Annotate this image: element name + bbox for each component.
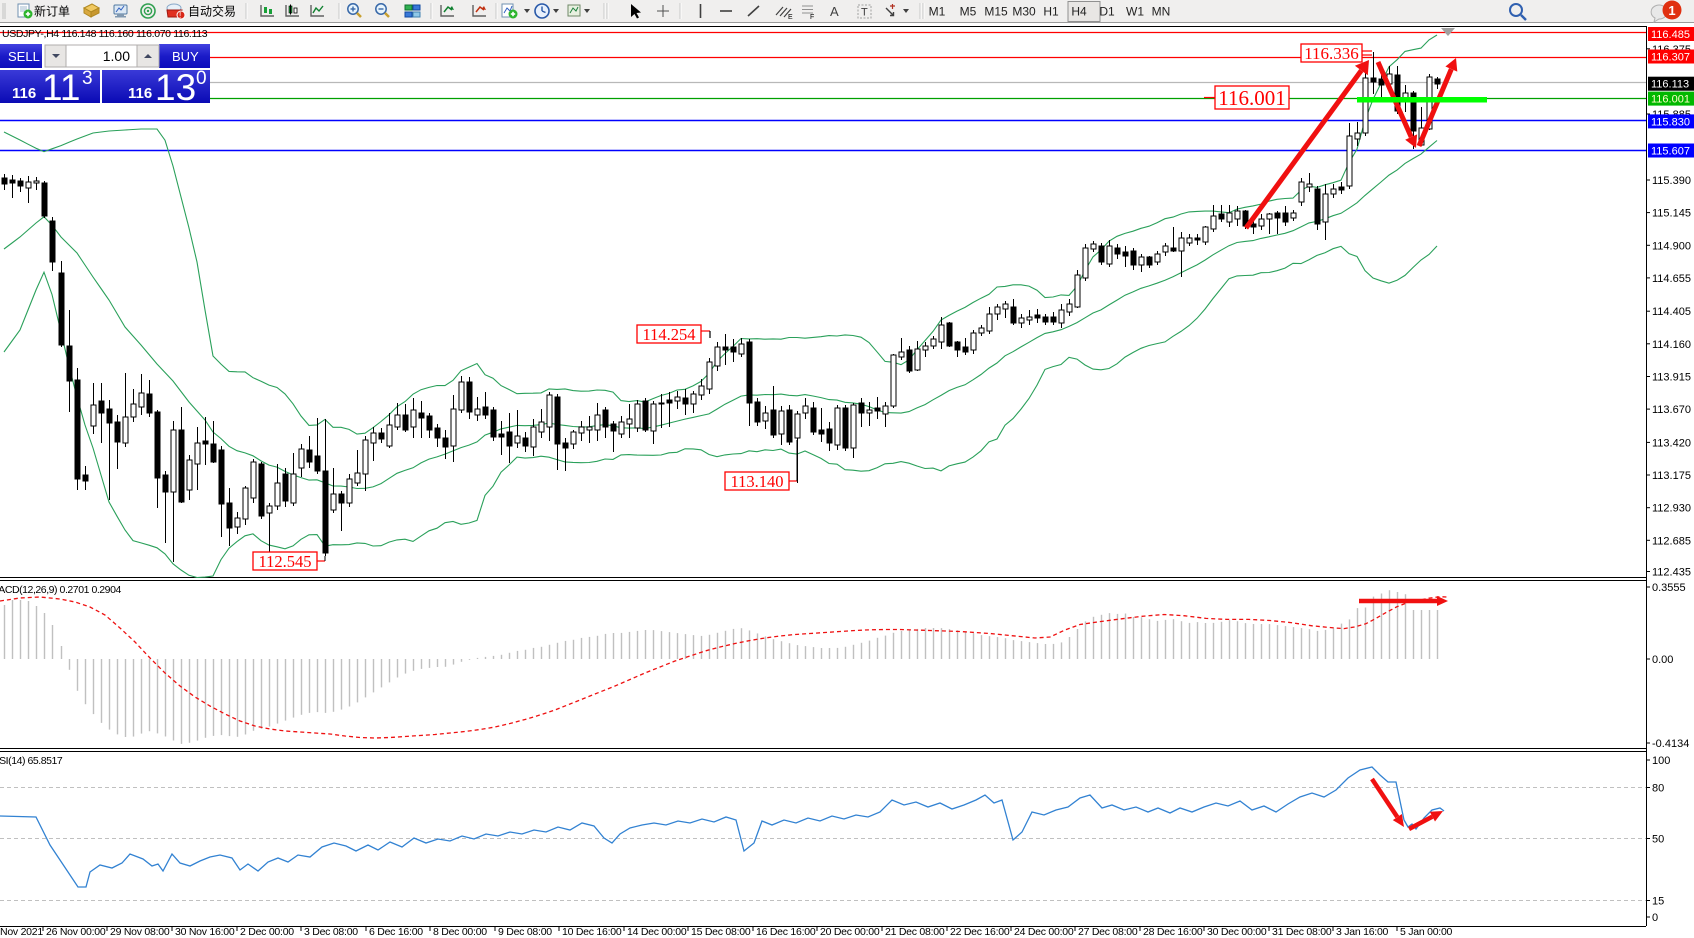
svg-text:0.00: 0.00 [1652, 654, 1673, 666]
svg-text:6 Dec 16:00: 6 Dec 16:00 [369, 926, 423, 938]
svg-text:Nov 2021: Nov 2021 [0, 926, 43, 938]
svg-text:RSI(14) 65.8517: RSI(14) 65.8517 [0, 755, 63, 767]
svg-text:BUY: BUY [172, 49, 199, 64]
svg-text:112.685: 112.685 [1652, 535, 1691, 547]
svg-text:28 Dec 16:00: 28 Dec 16:00 [1143, 926, 1203, 938]
svg-text:5 Jan 00:00: 5 Jan 00:00 [1400, 926, 1453, 938]
svg-text:13: 13 [155, 67, 196, 108]
svg-text:M1: M1 [929, 5, 946, 19]
svg-text:新订单: 新订单 [34, 4, 70, 19]
svg-text:24 Dec 00:00: 24 Dec 00:00 [1014, 926, 1074, 938]
svg-text:113.915: 113.915 [1652, 372, 1691, 384]
svg-text:115.830: 115.830 [1651, 116, 1690, 128]
svg-text:0: 0 [1652, 912, 1658, 924]
svg-text:A: A [830, 4, 839, 19]
svg-text:-0.4134: -0.4134 [1652, 738, 1689, 750]
svg-text:115.390: 115.390 [1652, 175, 1691, 187]
svg-text:8 Dec 00:00: 8 Dec 00:00 [433, 926, 487, 938]
svg-text:H1: H1 [1043, 5, 1059, 19]
svg-text:F: F [810, 14, 814, 21]
svg-text:M30: M30 [1012, 5, 1036, 19]
svg-text:SELL: SELL [8, 49, 40, 64]
svg-text:26 Nov 00:00: 26 Nov 00:00 [46, 926, 106, 938]
svg-text:M15: M15 [984, 5, 1008, 19]
svg-text:T: T [861, 7, 868, 19]
svg-text:114.160: 114.160 [1652, 339, 1691, 351]
svg-text:W1: W1 [1126, 5, 1144, 19]
svg-text:M5: M5 [960, 5, 977, 19]
svg-text:21 Dec 08:00: 21 Dec 08:00 [885, 926, 945, 938]
svg-text:114.900: 114.900 [1652, 240, 1691, 252]
svg-text:30 Dec 00:00: 30 Dec 00:00 [1207, 926, 1267, 938]
svg-text:113.175: 113.175 [1652, 470, 1691, 482]
svg-text:11: 11 [42, 67, 80, 108]
svg-text:9 Dec 08:00: 9 Dec 08:00 [498, 926, 552, 938]
svg-text:113.140: 113.140 [730, 472, 783, 491]
svg-text:MN: MN [1152, 5, 1171, 19]
svg-text:1: 1 [1668, 3, 1675, 18]
svg-text:27 Dec 08:00: 27 Dec 08:00 [1078, 926, 1138, 938]
svg-text:115.145: 115.145 [1652, 208, 1691, 220]
svg-text:116.336: 116.336 [1304, 44, 1359, 63]
svg-text:115.607: 115.607 [1651, 146, 1690, 158]
svg-text:2 Dec 00:00: 2 Dec 00:00 [240, 926, 294, 938]
svg-text:15 Dec 08:00: 15 Dec 08:00 [691, 926, 751, 938]
svg-text:116: 116 [12, 85, 36, 102]
svg-text:14 Dec 00:00: 14 Dec 00:00 [627, 926, 687, 938]
svg-text:MACD(12,26,9) 0.2701 0.2904: MACD(12,26,9) 0.2701 0.2904 [0, 584, 121, 596]
svg-text:15: 15 [1652, 896, 1664, 908]
svg-text:112.930: 112.930 [1652, 503, 1691, 515]
svg-text:116.001: 116.001 [1651, 94, 1690, 106]
svg-text:113.420: 113.420 [1652, 437, 1691, 449]
svg-text:112.435: 112.435 [1652, 567, 1691, 579]
svg-text:112.545: 112.545 [258, 552, 311, 571]
svg-text:114.254: 114.254 [642, 325, 695, 344]
svg-text:D1: D1 [1099, 5, 1115, 19]
svg-text:自动交易: 自动交易 [188, 4, 236, 19]
svg-text:114.405: 114.405 [1652, 306, 1691, 318]
svg-text:116.001: 116.001 [1218, 86, 1285, 110]
svg-text:30 Nov 16:00: 30 Nov 16:00 [175, 926, 235, 938]
svg-text:116.307: 116.307 [1651, 52, 1690, 64]
svg-text:116.113: 116.113 [1651, 79, 1689, 91]
svg-text:31 Dec 08:00: 31 Dec 08:00 [1272, 926, 1332, 938]
svg-text:16 Dec 16:00: 16 Dec 16:00 [756, 926, 816, 938]
svg-text:3: 3 [82, 68, 93, 89]
svg-text:20 Dec 00:00: 20 Dec 00:00 [820, 926, 880, 938]
svg-text:22 Dec 16:00: 22 Dec 16:00 [950, 926, 1010, 938]
svg-text:!: ! [179, 11, 181, 20]
svg-text:E: E [788, 14, 793, 21]
svg-text:50: 50 [1652, 834, 1664, 846]
svg-text:USDJPY-,H4 116.148 116.160 11: USDJPY-,H4 116.148 116.160 116.070 116.1… [2, 28, 208, 40]
svg-text:3 Jan 16:00: 3 Jan 16:00 [1336, 926, 1389, 938]
svg-text:3 Dec 08:00: 3 Dec 08:00 [304, 926, 358, 938]
svg-text:80: 80 [1652, 783, 1664, 795]
svg-text:116.485: 116.485 [1651, 29, 1690, 41]
svg-text:0: 0 [196, 68, 207, 89]
svg-text:116: 116 [128, 85, 152, 102]
svg-text:100: 100 [1652, 755, 1670, 767]
svg-text:114.655: 114.655 [1652, 273, 1691, 285]
svg-text:29 Nov 08:00: 29 Nov 08:00 [110, 926, 170, 938]
svg-text:1.00: 1.00 [103, 48, 130, 64]
svg-text:113.670: 113.670 [1652, 404, 1691, 416]
svg-text:10 Dec 16:00: 10 Dec 16:00 [562, 926, 622, 938]
svg-text:0.3555: 0.3555 [1652, 582, 1686, 594]
svg-text:H4: H4 [1071, 5, 1087, 19]
